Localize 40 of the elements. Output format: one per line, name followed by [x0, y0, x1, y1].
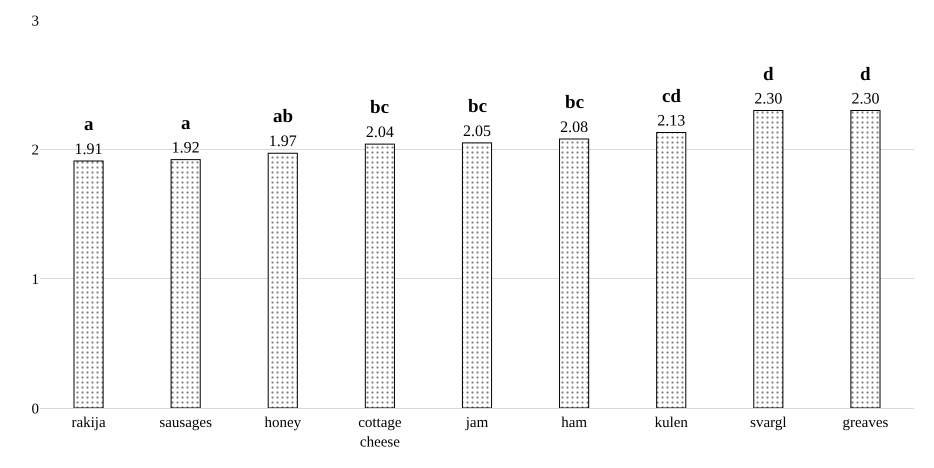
x-tick-label: kulen	[654, 415, 688, 431]
x-tick-label: rakija	[71, 415, 106, 431]
bar	[850, 110, 881, 408]
x-tick-label: cottage cheese	[358, 415, 402, 450]
data-label: 2.30	[851, 90, 880, 108]
annotation: cd	[662, 86, 682, 107]
data-label: 2.05	[463, 122, 491, 140]
data-label: 1.92	[172, 140, 200, 157]
annotation: d	[860, 64, 871, 85]
bar	[268, 152, 298, 408]
data-label: 2.08	[560, 118, 588, 136]
x-tick-label: sausages	[159, 415, 212, 431]
bar	[559, 138, 590, 408]
annotation: bc	[565, 92, 584, 113]
annotation: bc	[370, 97, 389, 118]
annotation: a	[84, 114, 94, 135]
x-tick-label: ham	[561, 415, 588, 431]
y-tick-label: 0	[32, 401, 39, 418]
y-tick-label: 1	[32, 272, 39, 288]
bar	[462, 142, 492, 408]
data-label: 1.97	[268, 133, 297, 150]
y-tick-label: 2	[32, 142, 39, 159]
annotation: d	[763, 64, 774, 85]
bar	[753, 110, 784, 408]
x-tick-label: honey	[264, 415, 302, 431]
bar	[364, 144, 395, 408]
x-tick-label: jam	[464, 415, 489, 431]
bar	[73, 160, 104, 408]
bar	[656, 132, 686, 408]
data-label: 2.30	[754, 90, 782, 108]
x-tick-label: greaves	[842, 415, 888, 431]
y-tick-label: 3	[32, 13, 39, 30]
data-label: 2.13	[657, 112, 686, 130]
annotation: bc	[468, 96, 487, 117]
annotation: ab	[273, 106, 294, 127]
data-label: 1.91	[74, 140, 103, 158]
data-label: 2.04	[366, 124, 394, 142]
x-tick-label: svargl	[750, 415, 787, 431]
annotation: a	[181, 113, 191, 134]
bar	[170, 159, 201, 408]
